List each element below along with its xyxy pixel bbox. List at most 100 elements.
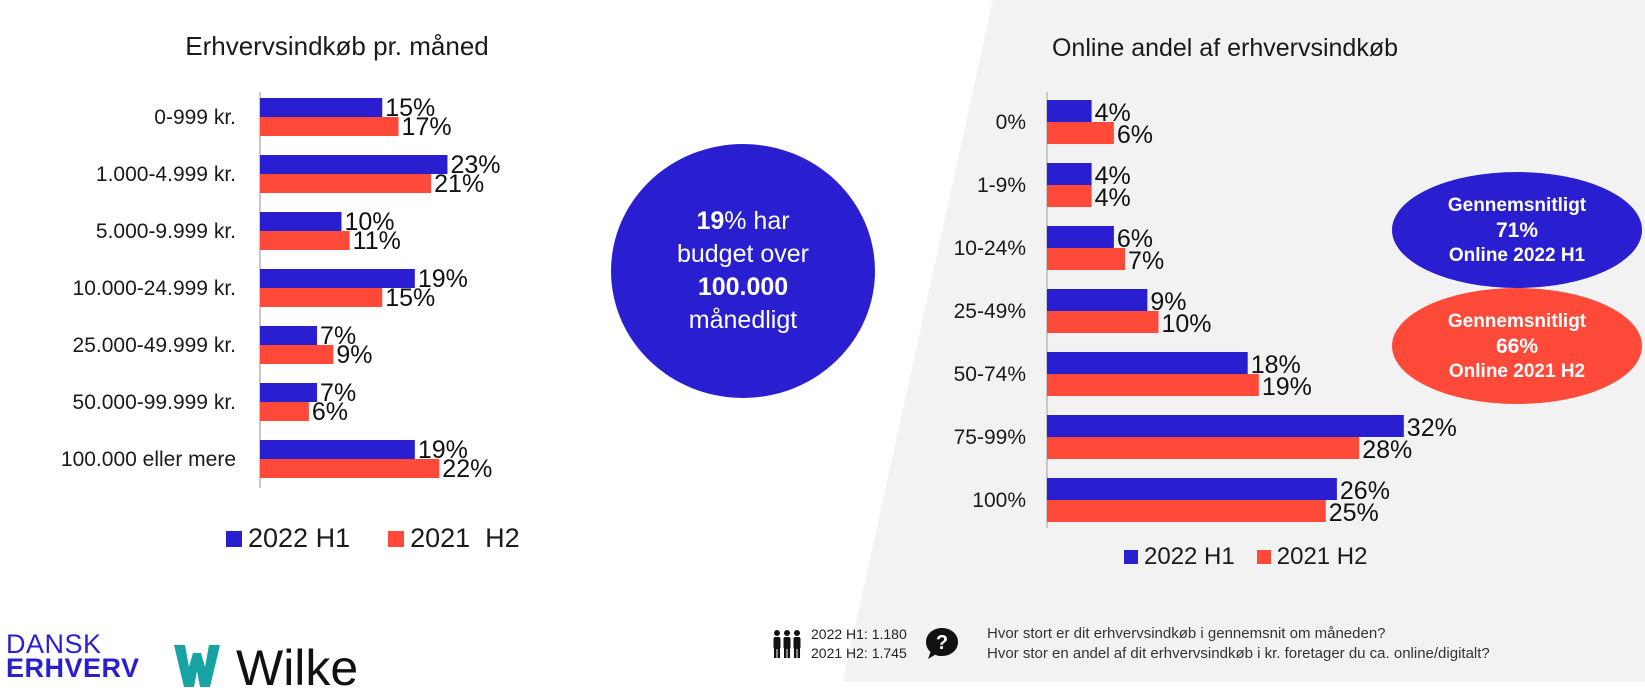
respondents-2021: 2021 H2: 1.745 [811, 645, 907, 661]
circle-amount: 100.000 [697, 273, 789, 301]
category-label: 100.000 eller mere [61, 448, 236, 471]
data-label: 7% [1128, 247, 1164, 275]
category-label: 0% [996, 111, 1026, 134]
bar-h2 [260, 459, 440, 478]
data-label: 18% [1251, 351, 1301, 379]
bar-h2 [1047, 437, 1360, 459]
data-label: 28% [1362, 436, 1412, 464]
chart-title: Erhvervsindkøb pr. måned [185, 31, 488, 61]
bar-h1 [1047, 163, 1092, 185]
logo-dansk-line2: ERHVERV [6, 653, 140, 683]
data-label: 22% [442, 455, 492, 483]
data-label: 15% [385, 284, 435, 312]
bar-h1 [1047, 100, 1092, 122]
data-label: 6% [312, 398, 348, 426]
bar-h1 [1047, 415, 1404, 437]
bar-h2 [1047, 500, 1326, 522]
oval-2021-value: 66% [1495, 334, 1539, 358]
bar-h2 [260, 288, 383, 307]
data-label: 7% [320, 379, 356, 407]
bar-h2 [260, 117, 399, 136]
chart-title: Online andel af erhvervsindkøb [1052, 34, 1398, 62]
dansk-erhverv-logo: DANSK ERHVERV [6, 629, 140, 683]
bar-h2 [260, 174, 432, 193]
data-label: 19% [418, 265, 468, 293]
logo-dansk-line1: DANSK [6, 629, 102, 659]
background-panel [843, 0, 1645, 682]
average-2021-oval: Gennemsnitligt 66% Online 2021 H2 [1392, 288, 1642, 404]
chart-online-share: Online andel af erhvervsindkøb 0% 4% 6% 1-9%… [954, 34, 1457, 528]
category-label: 50.000-99.999 kr. [73, 391, 236, 414]
data-label: 17% [402, 113, 452, 141]
right-panel-shape [843, 0, 1645, 682]
category-label: 10-24% [954, 237, 1026, 260]
legend-swatch-2021 [1256, 550, 1271, 564]
data-label: 23% [450, 151, 500, 179]
bar-h2 [1047, 374, 1259, 396]
data-label: 11% [353, 227, 401, 255]
data-label: 26% [1340, 477, 1390, 505]
category-label: 5.000-9.999 kr. [96, 220, 236, 243]
data-label: 6% [1117, 121, 1153, 149]
bar-h2 [1047, 122, 1114, 144]
question-bubble-icon: ? [926, 628, 958, 659]
legend-swatch-2022 [1124, 550, 1138, 564]
bar-h2 [1047, 248, 1126, 270]
oval-2021-subtitle: Online 2021 H2 [1448, 360, 1586, 382]
bar-h1 [260, 440, 415, 459]
wilke-logo: Wilke [172, 643, 358, 693]
data-label: 10% [1162, 310, 1212, 338]
legend-swatch-2022 [226, 530, 242, 547]
category-label: 1.000-4.999 kr. [96, 163, 236, 186]
circle-line1: 19% har [696, 205, 789, 238]
oval-2022-title: Gennemsnitligt [1447, 194, 1587, 216]
circle-line3: 100.000 [698, 271, 788, 304]
people-icon [773, 630, 801, 658]
question-2: Hvor stor en andel af dit erhvervsindkøb… [987, 645, 1490, 662]
bar-h1 [1047, 289, 1148, 311]
legend-label-2022: 2022 H1 [248, 523, 351, 553]
category-label: 10.000-24.999 kr. [73, 277, 236, 300]
data-label: 32% [1407, 414, 1457, 442]
legend-label-2022: 2022 H1 [1144, 543, 1235, 570]
circle-line1-rest: % har [724, 207, 790, 235]
data-label: 21% [434, 170, 484, 198]
average-2022-oval: Gennemsnitligt 71% Online 2022 H1 [1392, 172, 1642, 288]
wilke-wordmark: Wilke [236, 640, 359, 696]
category-label: 50-74% [954, 363, 1026, 386]
data-label: 25% [1329, 499, 1379, 527]
budget-circle: 19% har budget over 100.000 månedligt [611, 144, 875, 398]
legend-left: 2022 H1 2021 H2 [226, 523, 520, 554]
circle-line4: månedligt [688, 306, 798, 334]
category-label: 1-9% [977, 174, 1026, 197]
category-label: 75-99% [954, 426, 1026, 449]
bar-h1 [260, 269, 415, 288]
legend-label-2021: 2021 H2 [1276, 543, 1368, 570]
oval-2022-subtitle: Online 2022 H1 [1448, 244, 1586, 266]
wilke-w-icon [174, 645, 220, 687]
chart-purchases-per-month: Erhvervsindkøb pr. måned 0-999 kr. 15% 17% 1… [61, 31, 500, 488]
circle-line2: budget over [676, 240, 810, 268]
data-label: 10% [345, 208, 395, 236]
category-label: 25.000-49.999 kr. [73, 334, 236, 357]
oval-2022-value: 71% [1495, 218, 1539, 242]
data-label: 4% [1095, 162, 1131, 190]
oval-2021-title: Gennemsnitligt [1447, 310, 1587, 332]
bar-h1 [260, 212, 342, 231]
legend-label-2021: 2021 H2 [410, 523, 520, 553]
circle-highlight: 19 [696, 207, 725, 235]
category-label: 25-49% [954, 300, 1026, 323]
bar-h2 [1047, 311, 1159, 333]
category-label: 100% [972, 489, 1026, 512]
respondent-lines: 2022 H1: 1.180 2021 H2: 1.745 [811, 625, 907, 663]
bar-h2 [1047, 185, 1092, 207]
bar-h2 [260, 231, 350, 250]
bar-h2 [260, 345, 334, 364]
data-label: 19% [1262, 373, 1312, 401]
bar-h1 [260, 98, 383, 117]
category-label: 0-999 kr. [154, 106, 236, 129]
legend-swatch-2021 [388, 530, 405, 547]
data-label: 9% [336, 341, 372, 369]
bar-h1 [1047, 478, 1337, 500]
legend-right: 2022 H1 2021 H2 [1124, 543, 1368, 571]
